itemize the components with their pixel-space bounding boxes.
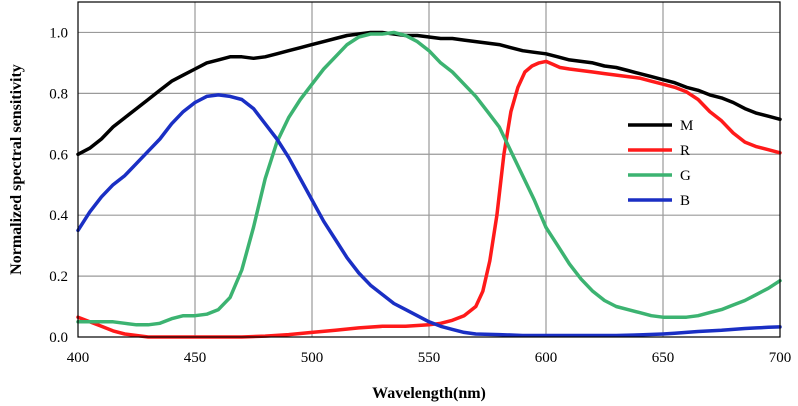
x-tick-label: 700 [769,350,792,366]
y-tick-label: 0.0 [49,330,68,346]
legend-label-r: R [680,143,690,159]
series-line-b [76,93,782,338]
x-tick-label: 400 [67,350,90,366]
x-axis-title: Wavelength(nm) [372,385,486,402]
x-tick-label: 500 [301,350,324,366]
series-line-g [76,30,782,327]
x-tick-label: 450 [184,350,207,366]
legend-label-g: G [680,168,691,184]
series-line-m [76,30,782,157]
y-tick-label: 0.6 [49,147,68,163]
tick-labels: 400 450 500 550 600 650 700 0.0 0.2 0.4 0.6 0.8 1.0 [49,25,791,366]
y-tick-label: 0.4 [49,208,68,224]
grid-lines [78,2,780,337]
legend-label-m: M [680,118,693,134]
y-tick-label: 0.8 [49,86,68,102]
plot-frame [77,1,781,338]
y-axis-title: Normalized spectral sensitivity [8,64,25,275]
y-tick-label: 0.2 [49,269,68,285]
x-tick-label: 600 [535,350,558,366]
x-tick-label: 650 [652,350,675,366]
y-tick-label: 1.0 [49,25,68,41]
x-tick-label: 550 [418,350,441,366]
legend-label-b: B [680,193,690,209]
